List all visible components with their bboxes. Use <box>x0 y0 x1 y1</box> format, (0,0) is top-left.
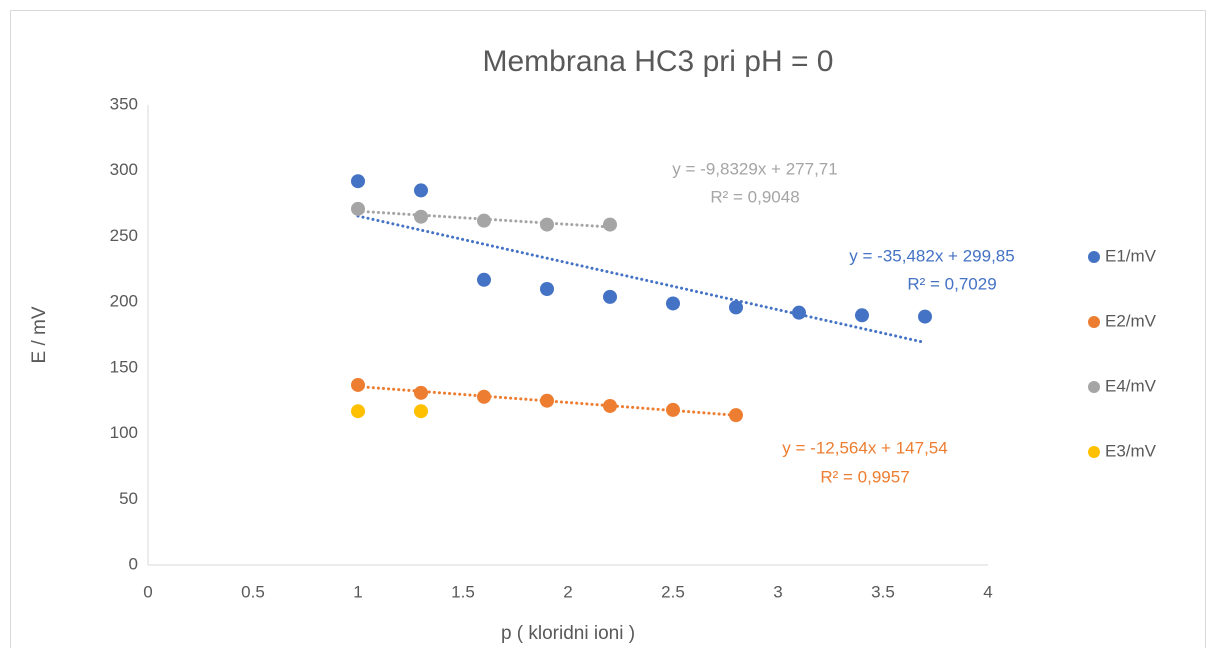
point <box>414 385 428 400</box>
x-tick-label: 1 <box>353 582 362 601</box>
point <box>540 282 554 296</box>
legend-label: E2/mV <box>1105 311 1157 330</box>
point <box>729 408 743 423</box>
legend-label: E1/mV <box>1105 246 1157 265</box>
point <box>351 377 365 392</box>
point <box>603 398 617 413</box>
trendline-label: R² = 0,9048 <box>710 187 799 206</box>
trendline-label: R² = 0,9957 <box>820 467 909 486</box>
y-tick-label: 0 <box>129 554 138 573</box>
point <box>477 213 491 228</box>
point <box>414 209 428 224</box>
chart-border <box>10 10 1206 648</box>
x-tick-label: 3.5 <box>871 582 895 601</box>
point <box>477 272 491 287</box>
x-tick-label: 2 <box>563 582 572 601</box>
point <box>666 402 680 417</box>
point <box>729 300 743 315</box>
x-tick-label: 1.5 <box>451 582 475 601</box>
legend-marker <box>1088 446 1100 458</box>
point <box>603 289 617 304</box>
y-tick-label: 100 <box>110 423 138 442</box>
point <box>855 308 869 323</box>
x-tick-label: 2.5 <box>661 582 685 601</box>
x-tick-label: 0 <box>143 582 152 601</box>
point <box>918 309 932 324</box>
point <box>351 404 365 419</box>
x-axis-title: p ( kloridni ioni ) <box>501 623 635 644</box>
y-tick-label: 350 <box>110 94 138 113</box>
y-tick-label: 150 <box>110 357 138 376</box>
x-tick-label: 4 <box>983 582 992 601</box>
point <box>351 201 365 216</box>
legend-marker <box>1088 381 1100 393</box>
legend-marker <box>1088 251 1100 263</box>
point <box>792 305 806 320</box>
x-tick-label: 3 <box>773 582 782 601</box>
trendline-label: y = -9,8329x + 277,71 <box>672 159 837 178</box>
legend-label: E4/mV <box>1105 376 1157 395</box>
y-tick-label: 250 <box>110 226 138 245</box>
y-tick-label: 50 <box>119 489 138 508</box>
point <box>603 217 617 232</box>
x-tick-label: 0.5 <box>241 582 265 601</box>
y-axis-title: E / mV <box>29 306 50 363</box>
point <box>666 296 680 311</box>
point <box>477 389 491 404</box>
trendline <box>356 214 927 345</box>
trendline-label: y = -35,482x + 299,85 <box>849 246 1014 265</box>
point <box>540 393 554 408</box>
point <box>414 404 428 419</box>
chart-title: Membrana HC3 pri pH = 0 <box>483 45 834 78</box>
legend-marker <box>1088 316 1100 328</box>
y-tick-label: 300 <box>110 160 138 179</box>
legend-label: E3/mV <box>1105 441 1157 460</box>
point <box>351 174 365 189</box>
y-tick-label: 200 <box>110 292 138 311</box>
trendline-label: y = -12,564x + 147,54 <box>782 438 947 457</box>
point <box>540 217 554 232</box>
trendline-label: R² = 0,7029 <box>907 274 996 293</box>
point <box>414 183 428 198</box>
